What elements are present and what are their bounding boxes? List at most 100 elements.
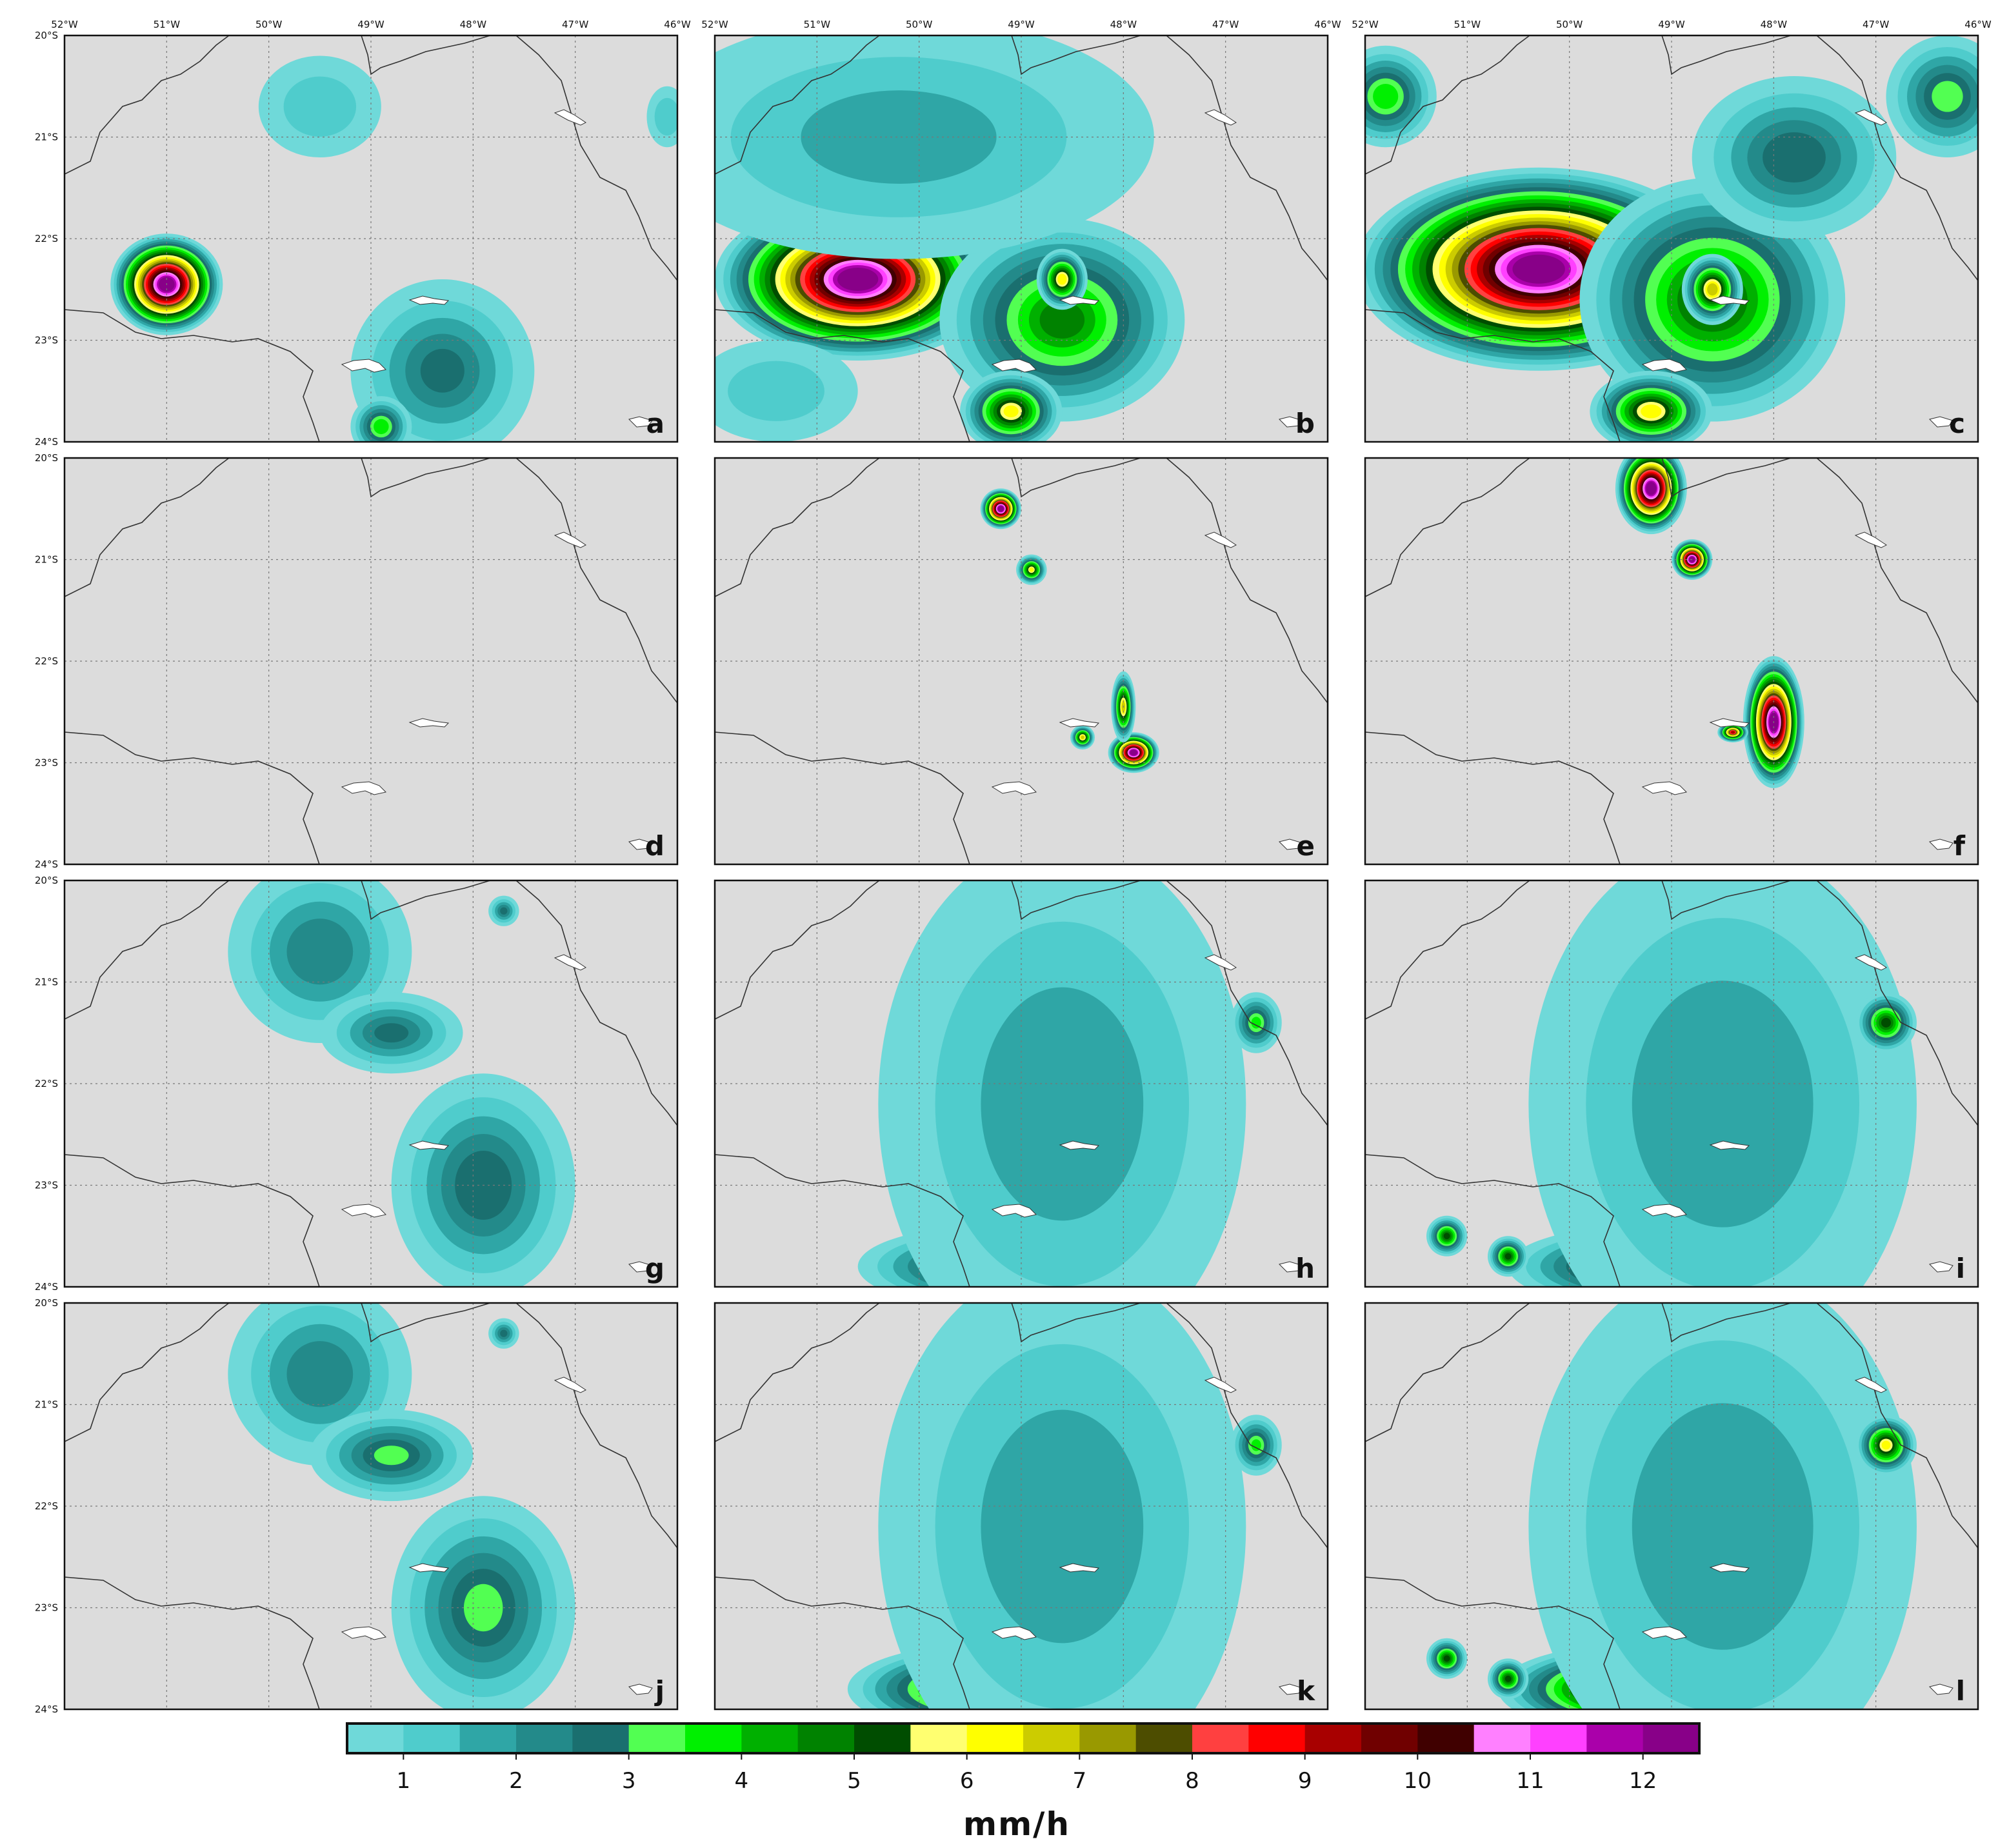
map-panel-g: g 20°S 21°S 22°S 23°S 24°S: [35, 875, 679, 1293]
state-boundary: [1364, 457, 1530, 597]
colorbar-tick-label: 4: [735, 1768, 749, 1794]
state-boundaries: [1364, 35, 1979, 442]
state-boundary: [64, 1154, 320, 1287]
state-boundary: [1166, 1302, 1328, 1549]
colorbar-segment: [1586, 1724, 1644, 1753]
longitude-tick-label: 48°W: [1761, 19, 1788, 30]
precip-cell: [1426, 1638, 1468, 1679]
state-boundary: [64, 731, 320, 865]
precip-cell: [1036, 248, 1088, 310]
state-boundary: [1661, 35, 1792, 75]
colorbar-segment: [1135, 1724, 1193, 1753]
longitude-tick-label: 48°W: [460, 19, 487, 30]
precip-contour: [981, 1409, 1144, 1644]
colorbar-frame: [346, 1722, 1701, 1754]
precip-cell: [1426, 1215, 1468, 1257]
latitude-tick-label: 20°S: [35, 1297, 58, 1309]
precip-cell: [646, 86, 677, 148]
precip-cell: [1365, 45, 1437, 148]
colorbar-unit-label: mm/h: [963, 1805, 1070, 1843]
precip-contour: [1932, 81, 1963, 112]
precip-contour: [841, 270, 874, 289]
longitude-tick-label: 49°W: [1008, 19, 1035, 30]
colorbar-tick-label: 11: [1516, 1768, 1544, 1794]
state-boundary: [64, 309, 320, 442]
precip-contour: [500, 907, 508, 915]
colorbar-segment: [572, 1724, 630, 1753]
longitude-tick-label: 48°W: [1110, 19, 1137, 30]
graticule: [1365, 35, 1978, 442]
state-boundary: [1166, 880, 1328, 1126]
reservoir: [1059, 1140, 1100, 1150]
state-boundary: [361, 1302, 491, 1343]
graticule: [65, 35, 677, 442]
state-boundary: [714, 731, 970, 865]
map-panel-c: c 52°W 51°W 50°W 49°W 48°W 47°W 46°W: [1352, 19, 1992, 443]
state-boundary: [1364, 731, 1621, 865]
precip-cell: [1615, 458, 1687, 535]
colorbar-segment: [797, 1724, 855, 1753]
longitude-tick-label: 46°W: [1964, 19, 1992, 30]
graticule: [715, 880, 1328, 1287]
latitude-tick-label: 23°S: [35, 757, 58, 769]
state-boundaries: [714, 1302, 1328, 1710]
latitude-tick-label: 24°S: [35, 436, 58, 448]
reservoir: [341, 359, 386, 373]
precip-cell: [1692, 76, 1897, 239]
precip-cell: [110, 233, 223, 335]
panel-frame: [1364, 34, 1979, 443]
panel-frame: [1364, 1302, 1979, 1711]
graticule: [1365, 880, 1978, 1287]
reservoir: [1279, 839, 1303, 850]
state-boundary: [714, 1576, 970, 1710]
precip-contour: [1029, 567, 1034, 572]
reservoir: [1709, 295, 1750, 305]
reservoir: [1204, 954, 1237, 971]
latitude-tick-label: 20°S: [35, 30, 58, 41]
reservoir: [1059, 1563, 1100, 1573]
colorbar-tick-label: 2: [509, 1768, 523, 1794]
reservoir: [1854, 532, 1887, 548]
reservoir: [628, 839, 653, 850]
reservoir: [1929, 1684, 1953, 1695]
state-boundary: [714, 1154, 970, 1287]
graticule: [1365, 458, 1978, 864]
state-boundary: [714, 309, 970, 442]
state-boundary: [361, 35, 491, 75]
panel-letter: d: [645, 830, 664, 862]
panel-letter: e: [1297, 830, 1315, 862]
longitude-tick-label: 51°W: [804, 19, 831, 30]
colorbar-segment: [1304, 1724, 1362, 1753]
graticule: [1365, 1303, 1978, 1709]
reservoir: [408, 1563, 450, 1573]
precip-field: [1615, 458, 1804, 788]
latitude-tick-label: 22°S: [35, 1500, 58, 1512]
precip-cell: [1488, 1658, 1529, 1700]
latitude-tick-label: 23°S: [35, 1180, 58, 1191]
precip-cell: [319, 992, 463, 1074]
precip-cell: [1230, 1415, 1282, 1476]
panel-frame: [63, 457, 679, 866]
colorbar-segment: [966, 1724, 1024, 1753]
precip-cell: [488, 1318, 519, 1349]
reservoir: [1279, 1261, 1303, 1273]
state-boundary: [515, 35, 678, 281]
longitude-tick-label: 52°W: [1352, 19, 1379, 30]
state-boundary: [1364, 1302, 1530, 1442]
precip-contour: [1632, 1403, 1813, 1650]
graticule: [715, 1303, 1328, 1709]
colorbar-segment: [1079, 1724, 1137, 1753]
precip-contour: [1881, 1440, 1891, 1450]
precip-cell: [1230, 992, 1282, 1053]
precip-cell: [1855, 992, 1917, 1053]
state-boundaries: [1364, 1302, 1979, 1710]
state-boundary: [714, 880, 880, 1020]
panel-letter: c: [1949, 408, 1965, 439]
latitude-tick-label: 21°S: [35, 554, 58, 566]
precip-contour: [1504, 1253, 1512, 1260]
reservoir: [1204, 109, 1237, 126]
precip-cell: [960, 370, 1063, 442]
precip-contour: [1003, 405, 1019, 417]
precip-contour: [1518, 257, 1559, 281]
precip-cell: [310, 1409, 474, 1502]
